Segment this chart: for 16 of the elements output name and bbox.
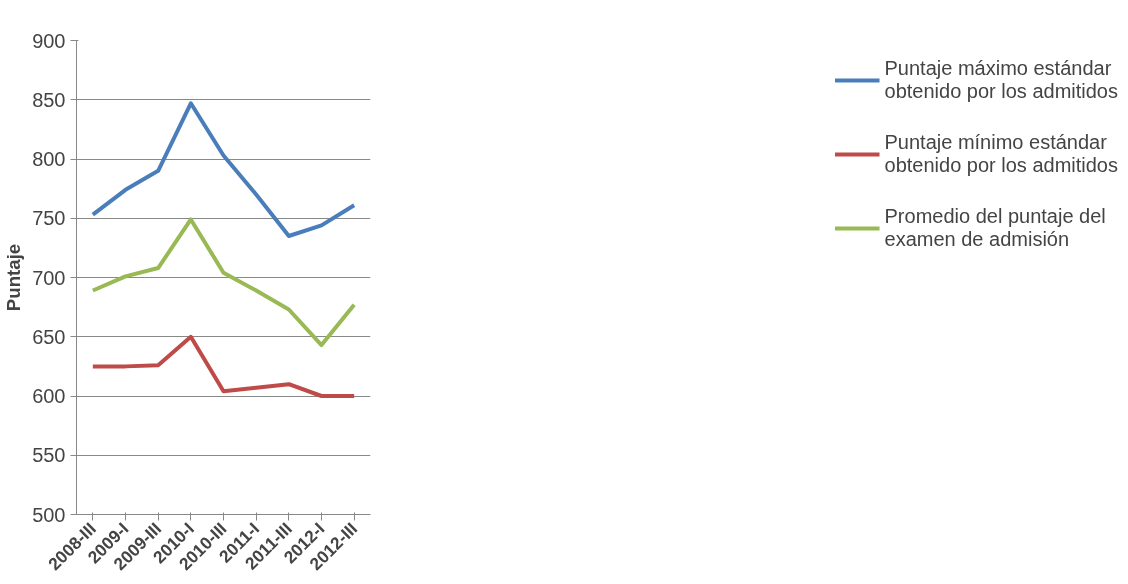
line-series — [90, 217, 357, 348]
y-axis-title: Puntaje — [3, 243, 25, 312]
legend-label: Puntaje máximo estándar obtenido por los admitidos — [884, 56, 1118, 104]
y-tick-label: 500 — [32, 503, 66, 526]
line-series — [90, 334, 357, 398]
y-tick-label: 550 — [32, 444, 66, 467]
legend-label: Puntaje mínimo estándar obtenido por los admitidos — [884, 130, 1118, 178]
y-tick-label: 900 — [32, 29, 66, 52]
line-series — [90, 101, 357, 239]
y-tick-label: 600 — [32, 385, 66, 407]
y-tick-label: 650 — [32, 325, 66, 348]
y-tick-label: 850 — [32, 88, 66, 111]
y-tick-label: 800 — [32, 148, 66, 170]
y-tick-label: 700 — [32, 266, 66, 289]
y-tick-label: 750 — [32, 207, 66, 230]
legend-label: Promedio del puntaje del examen de admisión — [884, 204, 1106, 252]
